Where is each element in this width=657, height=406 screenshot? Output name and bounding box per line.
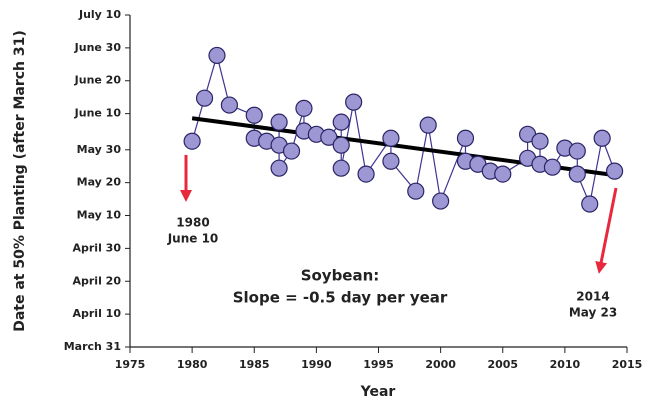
data-point [270, 159, 288, 177]
data-point [494, 165, 512, 183]
data-point [332, 113, 350, 131]
annotation: 1980 [176, 216, 209, 230]
data-point [593, 129, 611, 147]
annotation: May 23 [569, 306, 617, 320]
data-point [382, 152, 400, 170]
y-tick-label: May 30 [77, 143, 122, 156]
data-point [456, 129, 475, 147]
y-tick-label: April 20 [73, 274, 122, 287]
y-axis-label: Date at 50% Planting (after March 31) [12, 30, 28, 332]
data-point [345, 93, 363, 111]
annotation: 2014 [576, 290, 609, 304]
data-point [220, 96, 238, 114]
data-point [332, 136, 350, 154]
y-tick-label: April 30 [73, 241, 122, 254]
annotation: June 10 [167, 232, 219, 246]
x-axis-label: Year [360, 384, 396, 400]
annotation: Slope = -0.5 day per year [233, 289, 448, 307]
x-tick-label: 1990 [301, 358, 332, 371]
x-tick-label: 2010 [550, 358, 581, 371]
data-point [195, 89, 214, 107]
y-tick-label: April 10 [73, 307, 122, 320]
data-point [407, 182, 425, 200]
data-point [295, 99, 313, 117]
x-tick-label: 1975 [115, 358, 146, 371]
y-tick-label: June 30 [74, 41, 122, 54]
data-point [543, 158, 562, 176]
y-tick-label: June 10 [74, 107, 122, 120]
x-tick-label: 1985 [239, 358, 270, 371]
x-tick-label: 2000 [425, 358, 456, 371]
x-tick-label: 2005 [487, 358, 518, 371]
y-tick-label: July 10 [78, 8, 121, 21]
data-point [568, 142, 586, 160]
data-point [208, 46, 226, 65]
data-point [245, 106, 263, 124]
data-point [605, 162, 624, 180]
y-tick-label: May 10 [77, 209, 122, 222]
data-line [191, 53, 616, 207]
y-tick-label: May 20 [77, 176, 122, 189]
data-point [282, 142, 301, 160]
x-tick-label: 1995 [363, 358, 394, 371]
annotation: Soybean: [301, 267, 380, 285]
x-tick-label: 1980 [177, 358, 208, 371]
arrow [595, 187, 618, 274]
data-point [581, 195, 599, 213]
data-point [270, 113, 288, 131]
y-tick-label: March 31 [64, 340, 121, 353]
x-tick-label: 2015 [612, 358, 643, 371]
data-point [432, 192, 450, 210]
data-point [357, 165, 375, 183]
data-point [382, 129, 400, 147]
data-point [568, 165, 586, 183]
data-point [531, 132, 549, 150]
data-point [183, 132, 201, 150]
data-point [320, 128, 338, 146]
data-point [419, 116, 437, 134]
y-tick-label: June 20 [74, 74, 122, 87]
data-point [332, 159, 350, 177]
